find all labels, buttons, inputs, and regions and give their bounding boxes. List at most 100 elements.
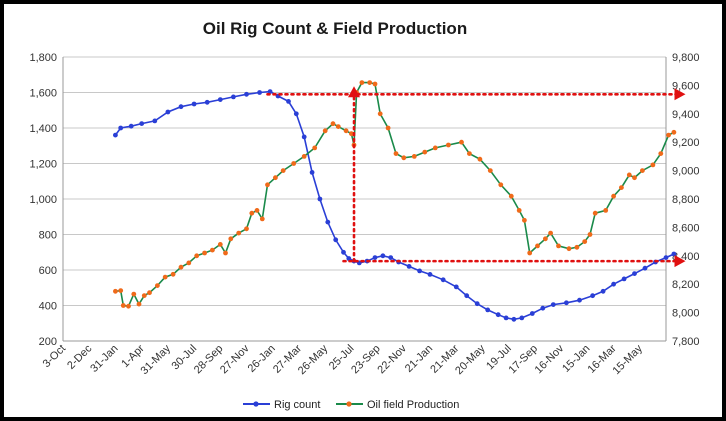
series-point-0 xyxy=(341,249,346,255)
y-right-tick-label: 8,200 xyxy=(672,279,700,291)
series-point-1 xyxy=(666,132,671,138)
series-point-1 xyxy=(650,162,656,168)
x-tick-label: 15-May xyxy=(610,342,645,377)
series-point-0 xyxy=(231,94,236,100)
series-point-1 xyxy=(170,271,176,277)
y-right-tick-label: 8,600 xyxy=(672,222,700,234)
series-point-1 xyxy=(330,121,336,127)
series-point-1 xyxy=(291,161,297,166)
series-point-1 xyxy=(265,182,270,188)
series-point-1 xyxy=(147,290,152,296)
series-group xyxy=(113,80,677,322)
y-left-tick-label: 200 xyxy=(39,336,57,348)
series-point-1 xyxy=(385,125,391,131)
series-point-0 xyxy=(380,253,386,259)
annotations xyxy=(266,86,686,268)
series-point-1 xyxy=(422,149,428,155)
x-tick-label: 27-Nov xyxy=(218,342,252,376)
series-point-0 xyxy=(406,264,412,269)
series-point-1 xyxy=(113,288,118,294)
series-point-1 xyxy=(592,210,598,216)
series-point-1 xyxy=(162,274,168,280)
series-point-1 xyxy=(322,128,328,134)
series-point-1 xyxy=(619,185,624,191)
gridlines xyxy=(63,56,666,342)
series-point-0 xyxy=(621,276,627,282)
series-point-0 xyxy=(217,97,223,102)
x-tick-label: 31-May xyxy=(139,342,174,377)
series-point-1 xyxy=(632,175,637,181)
series-point-1 xyxy=(535,243,540,249)
series-point-1 xyxy=(349,131,354,137)
y-right-tick-label: 9,800 xyxy=(672,52,700,64)
series-point-0 xyxy=(590,293,595,299)
series-point-0 xyxy=(293,111,299,117)
series-point-1 xyxy=(516,208,522,213)
series-point-0 xyxy=(372,255,378,260)
series-point-1 xyxy=(446,142,451,148)
series-point-0 xyxy=(453,284,459,290)
y-right-tick-label: 7,800 xyxy=(672,336,700,348)
series-point-1 xyxy=(136,301,142,307)
series-point-1 xyxy=(301,154,307,159)
series-point-0 xyxy=(464,293,470,299)
series-point-1 xyxy=(186,260,192,266)
series-point-1 xyxy=(312,145,318,151)
y-left-tick-label: 1,200 xyxy=(29,159,57,171)
series-point-0 xyxy=(427,272,433,277)
y-right-tick-label: 9,400 xyxy=(672,109,700,121)
series-point-1 xyxy=(126,303,131,309)
series-point-0 xyxy=(333,237,339,243)
series-point-0 xyxy=(632,271,637,276)
series-point-1 xyxy=(626,172,632,178)
series-point-0 xyxy=(642,265,648,271)
series-point-1 xyxy=(640,168,645,174)
x-tick-label: 20-May xyxy=(453,342,488,377)
series-point-0 xyxy=(440,277,446,283)
series-point-1 xyxy=(343,128,349,134)
series-point-0 xyxy=(388,255,394,260)
series-point-1 xyxy=(210,247,215,253)
y-left-tick-label: 600 xyxy=(39,265,57,277)
y-axis-right: 7,8008,0008,2008,4008,6008,8009,0009,200… xyxy=(672,52,700,348)
series-point-1 xyxy=(467,151,472,157)
legend-rig-marker xyxy=(253,401,259,407)
x-tick-label: 26-May xyxy=(296,342,331,377)
series-point-1 xyxy=(582,239,588,245)
series-point-1 xyxy=(244,226,249,232)
series-point-1 xyxy=(194,253,200,259)
series-point-0 xyxy=(244,91,249,97)
series-point-0 xyxy=(178,104,184,110)
series-point-0 xyxy=(511,316,517,322)
series-point-1 xyxy=(178,264,184,270)
series-point-1 xyxy=(217,242,223,247)
series-point-1 xyxy=(141,293,147,298)
y-left-tick-label: 1,800 xyxy=(29,52,57,64)
series-point-0 xyxy=(113,132,118,138)
series-point-0 xyxy=(267,89,273,94)
y-right-tick-label: 9,200 xyxy=(672,137,700,149)
series-point-1 xyxy=(335,124,341,129)
series-point-1 xyxy=(658,151,664,157)
series-point-1 xyxy=(259,216,265,222)
series-point-0 xyxy=(577,297,582,303)
series-point-0 xyxy=(474,301,480,307)
legend-rig-label: Rig count xyxy=(274,399,320,411)
series-point-0 xyxy=(139,121,145,126)
series-point-1 xyxy=(671,129,677,135)
series-point-0 xyxy=(519,315,525,321)
series-point-1 xyxy=(372,81,378,87)
series-point-1 xyxy=(411,154,417,159)
series-point-1 xyxy=(527,250,533,256)
series-point-0 xyxy=(257,90,262,95)
y-left-tick-label: 400 xyxy=(39,301,57,313)
series-point-1 xyxy=(280,168,286,174)
x-tick-label: 22-Nov xyxy=(375,342,409,376)
y-right-tick-label: 8,000 xyxy=(672,308,700,320)
x-tick-label: 31-Jan xyxy=(88,343,120,375)
series-point-1 xyxy=(574,244,580,250)
series-point-1 xyxy=(543,236,548,242)
series-point-0 xyxy=(611,281,616,287)
legend: Rig count Oil field Production xyxy=(243,399,459,411)
series-point-1 xyxy=(254,208,260,213)
